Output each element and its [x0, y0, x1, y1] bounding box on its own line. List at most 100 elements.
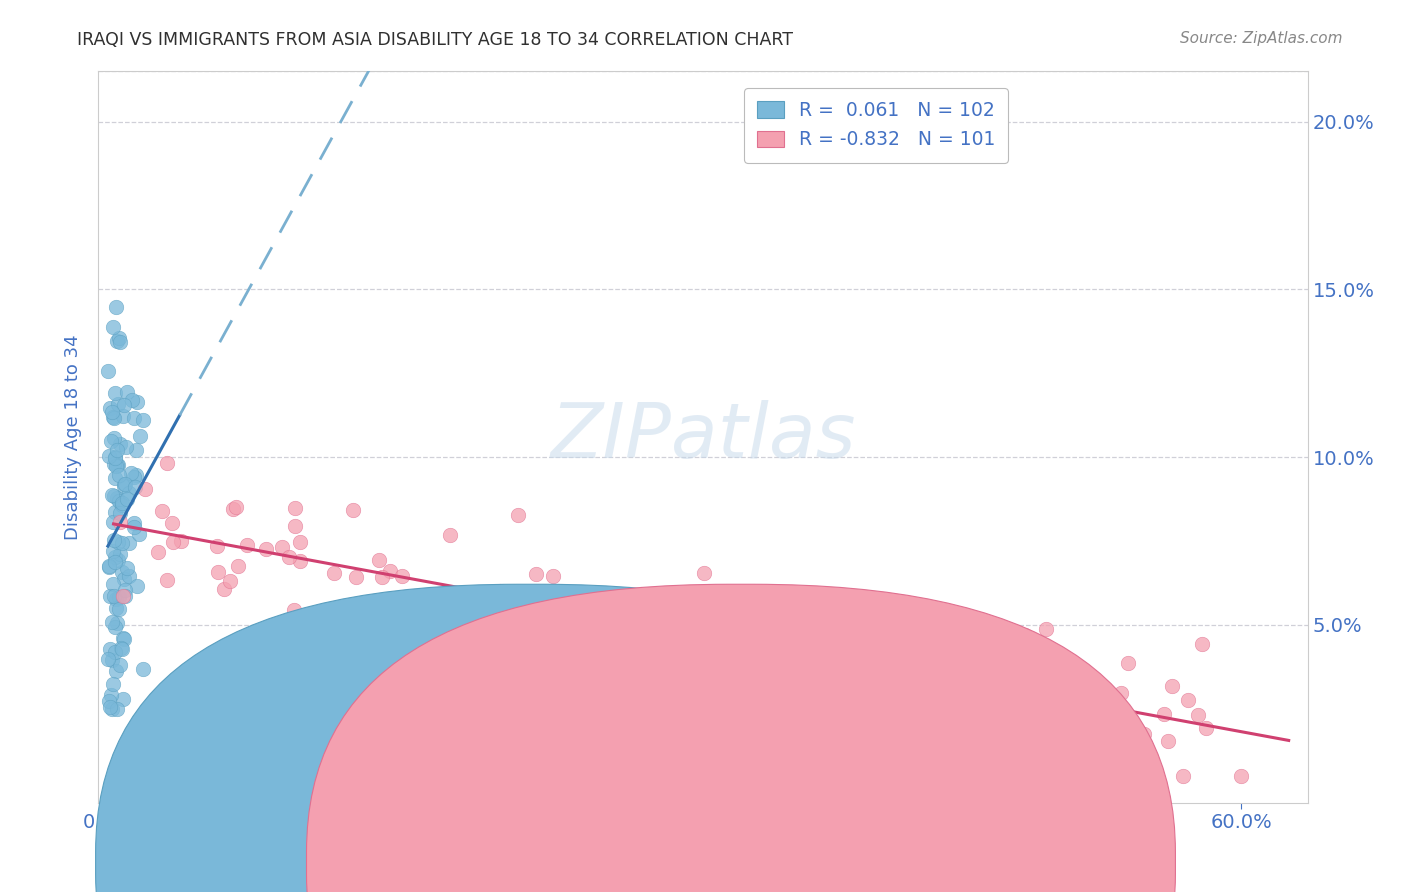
Point — [1031, 692, 1053, 706]
Legend: R =  0.061   N = 102, R = -0.832   N = 101: R = 0.061 N = 102, R = -0.832 N = 101 — [744, 88, 1008, 162]
Point — [155, 574, 177, 588]
Point — [1195, 721, 1218, 735]
Point — [105, 443, 128, 458]
Point — [111, 495, 134, 509]
Point — [1035, 622, 1057, 636]
Point — [439, 588, 461, 602]
Point — [134, 482, 156, 496]
Y-axis label: Disability Age 18 to 34: Disability Age 18 to 34 — [65, 334, 83, 540]
Point — [104, 450, 127, 465]
Point — [105, 334, 128, 349]
Point — [105, 459, 128, 474]
Point — [118, 486, 141, 500]
Point — [104, 550, 127, 565]
Point — [98, 589, 121, 603]
Point — [98, 641, 121, 656]
Point — [100, 434, 122, 448]
Point — [236, 538, 259, 552]
Point — [254, 542, 277, 557]
Point — [112, 477, 135, 491]
Point — [101, 410, 124, 425]
Point — [98, 401, 121, 415]
Point — [928, 685, 950, 699]
Text: Source: ZipAtlas.com: Source: ZipAtlas.com — [1180, 31, 1343, 46]
Point — [101, 488, 124, 502]
Point — [112, 398, 135, 412]
Point — [124, 516, 146, 531]
Point — [122, 469, 145, 483]
Point — [108, 494, 131, 508]
Point — [104, 450, 127, 465]
Point — [205, 539, 228, 553]
Point — [212, 582, 235, 596]
Point — [100, 688, 122, 702]
Point — [114, 589, 136, 603]
Point — [107, 468, 129, 483]
Point — [790, 626, 813, 640]
Point — [651, 598, 673, 612]
Point — [114, 582, 136, 597]
Point — [844, 649, 866, 664]
Point — [852, 640, 875, 654]
Point — [111, 409, 134, 423]
Point — [103, 458, 125, 472]
Point — [524, 567, 547, 582]
Point — [1049, 696, 1071, 710]
Point — [938, 703, 960, 717]
Point — [120, 466, 142, 480]
Point — [283, 603, 305, 617]
Point — [103, 431, 125, 445]
Point — [1187, 707, 1209, 722]
Point — [118, 569, 141, 583]
Point — [101, 577, 124, 591]
Point — [111, 565, 134, 579]
Point — [103, 505, 125, 519]
Point — [105, 491, 128, 506]
Point — [693, 566, 716, 580]
Point — [931, 731, 953, 746]
Point — [718, 603, 741, 617]
Point — [97, 652, 120, 666]
Point — [1091, 691, 1114, 706]
Point — [162, 535, 184, 549]
Point — [104, 471, 127, 485]
Point — [226, 559, 249, 574]
Point — [1177, 693, 1199, 707]
Point — [1191, 637, 1213, 651]
Point — [693, 632, 716, 647]
Point — [863, 639, 886, 653]
Point — [1105, 755, 1128, 769]
Point — [980, 735, 1002, 749]
Point — [1133, 727, 1156, 741]
Point — [489, 584, 512, 599]
Point — [101, 543, 124, 558]
Point — [1160, 680, 1182, 694]
Point — [681, 624, 703, 639]
Point — [676, 614, 699, 628]
Text: Immigrants from Asia: Immigrants from Asia — [759, 855, 953, 872]
Point — [132, 662, 155, 676]
Point — [207, 565, 229, 579]
Point — [156, 456, 179, 470]
Point — [121, 392, 143, 407]
Point — [104, 664, 127, 678]
Point — [103, 533, 125, 548]
Point — [997, 623, 1019, 637]
Point — [112, 632, 135, 646]
Point — [633, 674, 655, 689]
Point — [150, 504, 173, 518]
Point — [112, 632, 135, 647]
Point — [104, 385, 127, 400]
Point — [160, 516, 183, 531]
Point — [110, 642, 132, 657]
Point — [828, 687, 851, 701]
Point — [938, 629, 960, 643]
Point — [890, 689, 912, 703]
Point — [664, 596, 686, 610]
Point — [132, 413, 155, 427]
Text: ZIPatlas: ZIPatlas — [550, 401, 856, 474]
Point — [225, 500, 247, 514]
Point — [103, 411, 125, 425]
Point — [107, 331, 129, 345]
Point — [1157, 734, 1180, 748]
